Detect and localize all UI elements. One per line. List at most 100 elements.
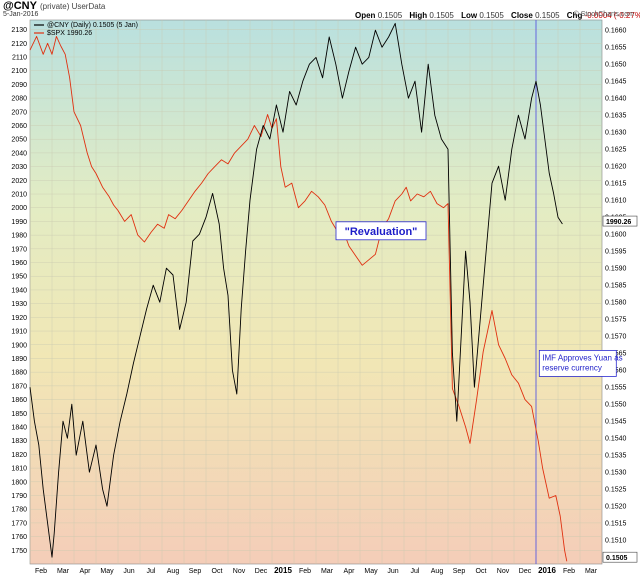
x-tick-label: Nov (233, 568, 246, 575)
x-tick-label: May (364, 568, 378, 575)
right-tick-label: 0.1550 (605, 402, 627, 409)
right-tick-label: 0.1535 (605, 453, 627, 460)
legend: @CNY (Daily) 0.1505 (5 Jan)$SPX 1990.26 (34, 22, 138, 37)
close-label: Close (511, 11, 533, 20)
right-tick-label: 0.1525 (605, 487, 627, 494)
last-value-cny: 0.1505 (606, 555, 628, 562)
annotation-imf-line: reserve currency (542, 363, 602, 372)
series-line-spx (29, 35, 568, 562)
last-value-labels: 1990.26 0.1505 (602, 215, 638, 563)
left-tick-label: 2110 (12, 54, 27, 61)
left-tick-label: 1770 (11, 520, 27, 527)
close-value: 0.1505 (535, 11, 560, 20)
stockcharts-watermark: © StockCharts.com (573, 11, 634, 18)
open-value: 0.1505 (377, 11, 403, 20)
left-tick-label: 2120 (11, 41, 27, 48)
chg-label: Chg (566, 11, 583, 20)
right-tick-label: 0.1640 (605, 96, 627, 103)
left-tick-label: 1990 (11, 219, 27, 226)
right-tick-label: 0.1545 (605, 419, 627, 426)
left-tick-label: 1890 (11, 356, 27, 363)
x-tick-label: Sep (189, 568, 202, 575)
right-tick-label: 0.1570 (605, 334, 627, 341)
right-tick-label: 0.1650 (605, 62, 627, 69)
annotation-imf: IMF Approves Yuan as reserve currency (542, 353, 622, 372)
x-tick-label: Sep (453, 568, 466, 575)
left-tick-label: 1910 (11, 329, 27, 336)
left-tick-label: 2130 (11, 27, 27, 34)
right-tick-label: 0.1540 (605, 436, 627, 443)
x-axis: Feb Mar Apr May Jun Jul Aug Sep Oct Nov Dec 2015 Feb… (35, 566, 598, 575)
x-tick-label: Feb (299, 568, 311, 575)
high-label: High (409, 11, 428, 20)
left-tick-label: 1970 (11, 246, 27, 253)
x-tick-label: Nov (497, 568, 510, 575)
x-tick-label: Feb (35, 568, 47, 575)
x-tick-label: Apr (344, 568, 356, 575)
right-tick-label: 0.1615 (605, 181, 627, 188)
x-tick-label: Oct (212, 568, 223, 575)
chg-value: -0.0004 (-0.27%) (584, 11, 640, 20)
left-tick-label: 2040 (11, 150, 27, 157)
chart-date: 5-Jan-2016 (3, 11, 39, 18)
annotation-revaluation: "Revaluation" (345, 226, 418, 238)
legend-entry: $SPX 1990.26 (47, 30, 92, 37)
right-tick-label: 0.1635 (605, 113, 627, 120)
x-tick-label: Dec (255, 568, 268, 575)
right-tick-label: 0.1610 (605, 198, 627, 205)
left-tick-label: 1750 (11, 548, 27, 555)
left-tick-label: 1880 (11, 370, 27, 377)
left-tick-label: 1780 (11, 507, 27, 514)
x-tick-label: Dec (519, 568, 532, 575)
left-tick-label: 1810 (11, 466, 27, 473)
right-tick-label: 0.1595 (605, 249, 627, 256)
x-tick-label: Aug (167, 568, 180, 575)
x-tick-label: 2016 (538, 566, 556, 575)
left-tick-label: 2000 (11, 205, 27, 212)
left-tick-label: 1840 (11, 424, 27, 431)
right-tick-label: 0.1530 (605, 470, 627, 477)
x-tick-label: Mar (57, 568, 70, 575)
x-tick-label: Jun (387, 568, 398, 575)
annotation-imf-line: IMF Approves Yuan as (542, 353, 622, 362)
left-tick-label: 1850 (11, 411, 27, 418)
x-tick-label: Jul (411, 568, 420, 575)
right-tick-label: 0.1620 (605, 164, 627, 171)
right-tick-label: 0.1510 (605, 538, 627, 545)
series-lines (29, 20, 568, 564)
left-tick-label: 1980 (11, 233, 27, 240)
x-tick-label: Oct (476, 568, 487, 575)
right-tick-label: 0.1590 (605, 266, 627, 273)
chart-subtitle: (private) UserData (40, 2, 106, 11)
left-tick-label: 1860 (11, 397, 27, 404)
left-tick-label: 1790 (11, 493, 27, 500)
left-tick-label: 1820 (11, 452, 27, 459)
left-tick-label: 1920 (11, 315, 27, 322)
x-tick-label: May (100, 568, 114, 575)
left-tick-label: 2100 (11, 68, 27, 75)
left-tick-label: 1930 (11, 301, 27, 308)
chart-title: @CNY (private) UserData (3, 0, 105, 12)
x-tick-label: Jun (123, 568, 134, 575)
right-tick-label: 0.1555 (605, 385, 627, 392)
low-label: Low (461, 11, 478, 20)
x-tick-label: Mar (585, 568, 598, 575)
x-tick-label: Apr (80, 568, 92, 575)
low-value: 0.1505 (479, 11, 504, 20)
legend-entry: @CNY (Daily) 0.1505 (5 Jan) (47, 22, 138, 29)
annotation-box (538, 349, 617, 377)
left-tick-label: 2060 (11, 123, 27, 130)
symbol-label: @CNY (3, 0, 37, 12)
left-tick-label: 1960 (11, 260, 27, 267)
x-tick-label: 2015 (274, 566, 292, 575)
left-axis: 1750 1760 1770 1780 1790 1800 1810 1820 1830 1840… (11, 27, 27, 555)
right-tick-label: 0.1600 (605, 232, 627, 239)
left-tick-label: 2090 (11, 82, 27, 89)
left-tick-label: 1900 (11, 342, 27, 349)
right-tick-label: 0.1630 (605, 130, 627, 137)
open-label: Open (355, 11, 376, 20)
high-value: 0.1505 (429, 11, 454, 20)
left-tick-label: 2020 (11, 178, 27, 185)
x-tick-label: Aug (431, 568, 444, 575)
